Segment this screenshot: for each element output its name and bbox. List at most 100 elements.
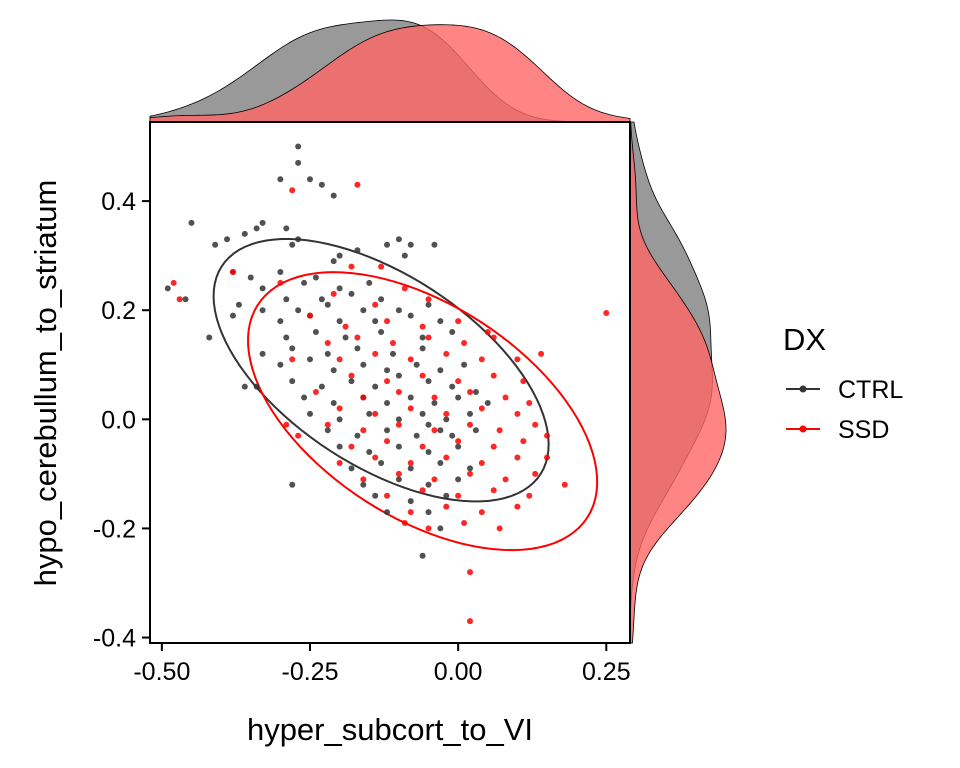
y-tick-label: 0.0 [101, 406, 136, 434]
point-ssd [401, 285, 408, 292]
point-ctrl [295, 307, 302, 314]
point-ctrl [384, 509, 391, 516]
point-ctrl [472, 389, 479, 396]
point-ctrl [330, 258, 337, 265]
point-ctrl [247, 274, 254, 281]
point-ssd [496, 427, 503, 434]
point-ssd [502, 476, 509, 483]
point-ctrl [425, 481, 432, 488]
point-ctrl [437, 525, 444, 532]
point-ssd [407, 405, 414, 412]
legend-key-ctrl-point [799, 385, 807, 393]
point-ctrl [253, 225, 260, 232]
point-ctrl [366, 449, 373, 456]
point-ssd [324, 339, 331, 346]
point-ctrl [253, 383, 260, 390]
point-ctrl [389, 350, 396, 357]
ellipse-ctrl [212, 238, 550, 503]
point-ssd [419, 487, 426, 494]
point-ssd [478, 459, 485, 466]
point-ssd [467, 389, 473, 396]
point-ssd [443, 350, 450, 357]
x-axis-title: hyper_subcort_to_VI [247, 712, 533, 747]
point-ssd [419, 443, 426, 450]
point-ssd [520, 438, 527, 445]
point-ctrl [425, 449, 432, 456]
point-ctrl [277, 318, 284, 325]
point-ssd [170, 279, 177, 286]
point-ctrl [301, 279, 308, 286]
point-ctrl [235, 301, 242, 308]
point-ssd [467, 421, 473, 428]
point-ssd [455, 438, 462, 445]
point-ctrl [395, 307, 402, 314]
legend-label-ssd: SSD [838, 416, 889, 444]
legend-title: DX [783, 322, 826, 357]
point-ctrl [330, 192, 337, 199]
point-ctrl [336, 318, 343, 325]
point-ctrl [330, 367, 337, 374]
point-ctrl [336, 285, 343, 292]
point-ctrl [437, 367, 444, 374]
point-ctrl [366, 279, 373, 286]
point-ssd [330, 290, 337, 297]
point-ctrl [443, 416, 450, 423]
point-ssd [395, 421, 402, 428]
point-ssd [514, 454, 521, 461]
point-ssd [389, 339, 396, 346]
x-tick-label: 0.25 [582, 658, 631, 686]
point-ctrl [283, 225, 290, 232]
point-ctrl [360, 481, 367, 488]
ellipse-ssd [247, 271, 599, 552]
point-ctrl [324, 350, 331, 357]
point-ssd [443, 503, 450, 510]
point-ssd [384, 492, 391, 499]
point-ctrl [437, 318, 444, 325]
scatter-points [164, 143, 610, 625]
point-ctrl [407, 312, 414, 319]
point-ssd [514, 356, 521, 363]
point-ssd [419, 323, 426, 330]
point-ctrl [425, 509, 432, 516]
y-tick-label: -0.4 [93, 625, 136, 653]
point-ctrl [407, 498, 414, 505]
point-ctrl [348, 465, 355, 472]
point-ctrl [324, 427, 331, 434]
point-ssd [431, 427, 438, 434]
point-ctrl [354, 432, 361, 439]
point-ctrl [467, 410, 473, 417]
point-ssd [384, 318, 391, 325]
point-ctrl [324, 301, 331, 308]
point-ctrl [395, 236, 402, 243]
point-ssd [336, 405, 343, 412]
y-tick-label: 0.2 [101, 297, 136, 325]
point-ctrl [312, 329, 319, 336]
point-ctrl [283, 296, 290, 303]
point-ssd [348, 263, 355, 270]
point-ssd [289, 356, 296, 363]
point-ctrl [360, 307, 367, 314]
density-top-ssd [149, 24, 631, 123]
point-ssd [603, 309, 610, 316]
point-ssd [443, 410, 450, 417]
point-ctrl [419, 552, 426, 559]
point-ctrl [431, 241, 438, 248]
point-ssd [342, 323, 349, 330]
point-ctrl [348, 378, 355, 385]
density-right-ssd [629, 121, 727, 644]
point-ctrl [378, 296, 385, 303]
x-tick-label: -0.50 [133, 658, 190, 686]
point-ctrl [336, 252, 343, 259]
point-ctrl [401, 252, 408, 259]
point-ssd [312, 389, 319, 396]
point-ctrl [395, 443, 402, 450]
right-marginal-density [629, 121, 727, 644]
point-ctrl [419, 410, 426, 417]
legend-key-ssd-point [799, 425, 807, 433]
point-ssd [384, 438, 391, 445]
point-ctrl [354, 247, 361, 254]
point-ctrl [455, 443, 462, 450]
point-ssd [520, 378, 527, 385]
point-ctrl [449, 383, 456, 390]
point-ssd [289, 187, 296, 194]
